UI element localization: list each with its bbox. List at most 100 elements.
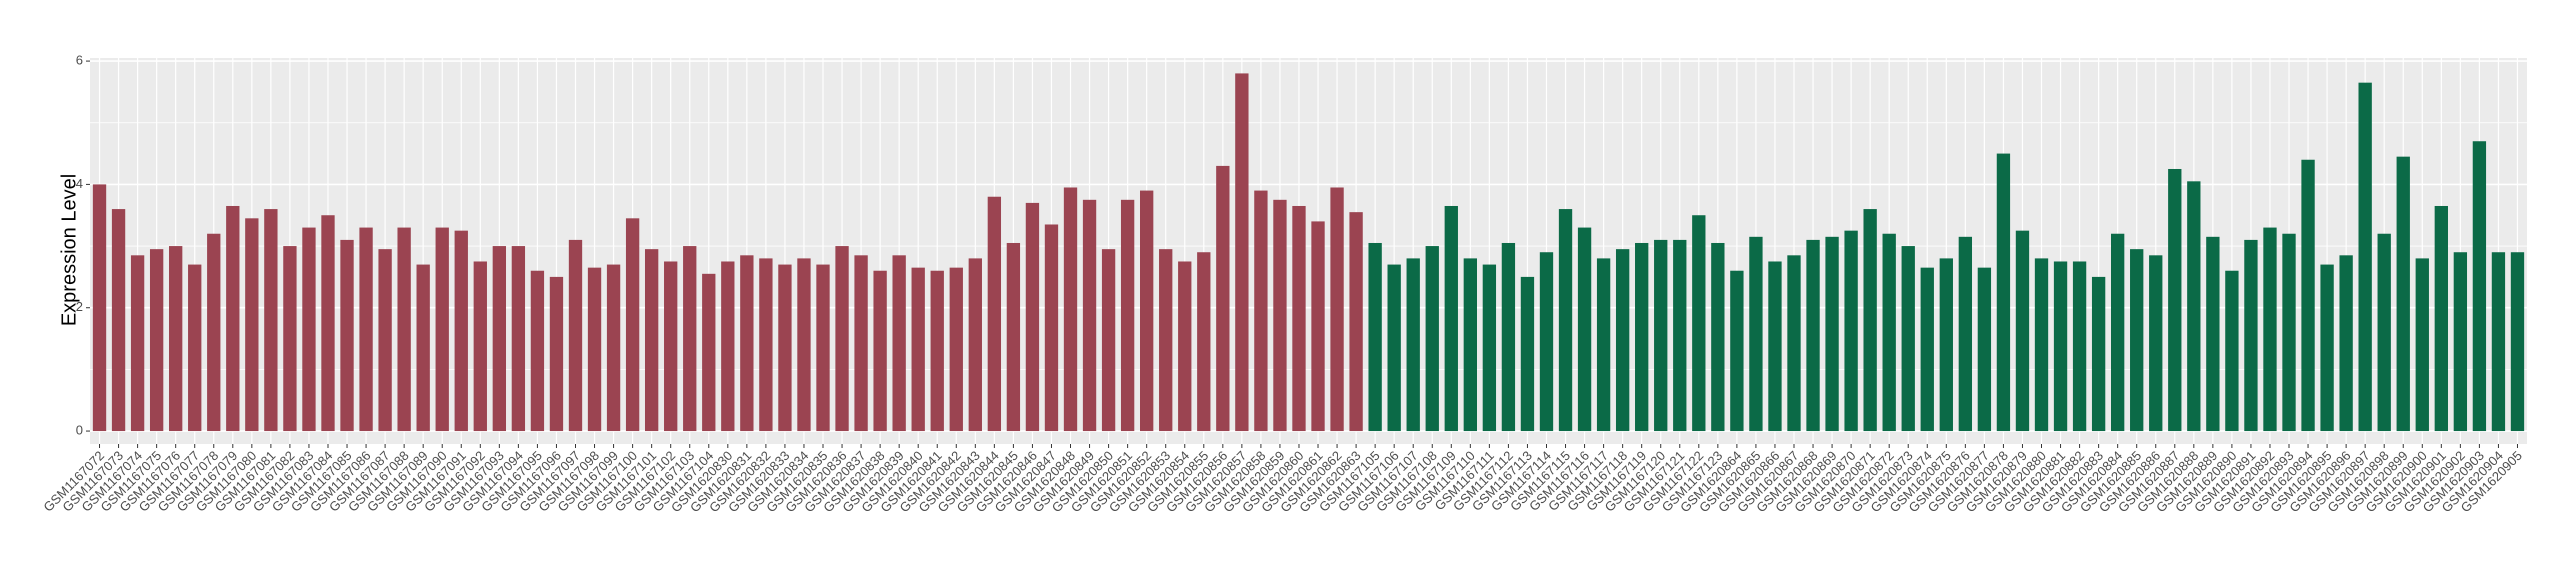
bar bbox=[892, 255, 906, 432]
bar bbox=[435, 227, 449, 432]
bar bbox=[226, 205, 240, 432]
bar bbox=[816, 264, 830, 432]
bar bbox=[664, 261, 678, 432]
bar bbox=[1806, 239, 1820, 432]
bar bbox=[1063, 187, 1078, 432]
bar bbox=[1387, 264, 1401, 432]
bar bbox=[1197, 252, 1211, 432]
bar bbox=[2110, 233, 2125, 432]
bar bbox=[1958, 236, 1973, 432]
bar bbox=[1101, 249, 1116, 432]
bar bbox=[1425, 246, 1439, 432]
bar bbox=[1140, 190, 1154, 432]
bar bbox=[1882, 233, 1896, 432]
bar bbox=[987, 196, 1002, 432]
bar bbox=[2434, 205, 2448, 432]
bar bbox=[2130, 249, 2144, 432]
bar bbox=[2187, 181, 2201, 432]
bar bbox=[1787, 255, 1801, 432]
bar bbox=[1311, 221, 1325, 432]
bar bbox=[1406, 258, 1420, 432]
bar bbox=[702, 273, 716, 432]
bar bbox=[207, 233, 221, 432]
bar bbox=[949, 267, 963, 432]
bar bbox=[92, 184, 107, 432]
bar bbox=[1368, 242, 1382, 432]
bar bbox=[2339, 255, 2353, 432]
bar bbox=[1330, 187, 1344, 432]
bar bbox=[1711, 242, 1725, 432]
bar bbox=[2301, 159, 2315, 432]
bar bbox=[1977, 267, 1992, 432]
bar bbox=[1749, 236, 1763, 432]
bar bbox=[1939, 258, 1953, 432]
bar bbox=[2053, 261, 2068, 432]
bar bbox=[473, 261, 487, 432]
bar bbox=[2415, 258, 2429, 432]
bar bbox=[130, 255, 145, 432]
bar bbox=[1292, 205, 1306, 432]
bar bbox=[340, 239, 354, 432]
bar bbox=[1768, 261, 1782, 432]
bar bbox=[1539, 252, 1554, 432]
bar bbox=[1596, 258, 1611, 432]
bar bbox=[2149, 255, 2163, 432]
bar bbox=[873, 270, 887, 432]
bar bbox=[2491, 252, 2506, 432]
bar bbox=[606, 264, 621, 432]
bar bbox=[1577, 227, 1592, 432]
bar bbox=[625, 218, 640, 432]
bar bbox=[587, 267, 602, 432]
bar bbox=[321, 215, 335, 432]
bar bbox=[1730, 270, 1744, 432]
bar bbox=[2453, 252, 2468, 432]
bar bbox=[778, 264, 792, 432]
bar bbox=[397, 227, 411, 432]
bar bbox=[2015, 230, 2030, 432]
bar bbox=[1349, 212, 1363, 432]
bar bbox=[2396, 156, 2410, 432]
bar bbox=[683, 246, 697, 432]
bar bbox=[1482, 264, 1497, 432]
bar bbox=[1254, 190, 1268, 432]
bar bbox=[759, 258, 773, 432]
bar bbox=[1863, 209, 1877, 432]
bar bbox=[1673, 239, 1687, 432]
bar bbox=[721, 261, 735, 432]
bar bbox=[1235, 73, 1249, 432]
bar bbox=[1558, 209, 1573, 432]
bar bbox=[2206, 236, 2220, 432]
bar bbox=[740, 255, 754, 432]
bar bbox=[2072, 261, 2087, 432]
bar bbox=[149, 249, 164, 432]
bar bbox=[378, 249, 392, 432]
bar bbox=[416, 264, 430, 432]
bar bbox=[968, 258, 982, 432]
bar bbox=[1025, 202, 1040, 432]
bar bbox=[2320, 264, 2334, 432]
bar bbox=[2510, 252, 2525, 432]
bar bbox=[492, 246, 507, 432]
bar bbox=[283, 246, 297, 432]
bar bbox=[188, 264, 202, 432]
bar bbox=[1825, 236, 1839, 432]
bar bbox=[1844, 230, 1858, 432]
bar bbox=[1006, 242, 1021, 432]
bar bbox=[1159, 249, 1173, 432]
bar bbox=[911, 267, 925, 432]
bar bbox=[1216, 165, 1230, 432]
bar bbox=[797, 258, 811, 432]
bar bbox=[644, 249, 659, 432]
bar bbox=[2225, 270, 2239, 432]
bar bbox=[568, 239, 583, 432]
bar bbox=[1273, 199, 1287, 432]
y-tick-label: 2 bbox=[76, 299, 83, 314]
bar bbox=[2472, 141, 2487, 432]
bar bbox=[454, 230, 468, 432]
bar bbox=[2282, 233, 2296, 432]
bar bbox=[2091, 276, 2106, 432]
bar bbox=[2168, 168, 2182, 432]
bar bbox=[169, 246, 183, 432]
bar bbox=[1615, 249, 1630, 432]
